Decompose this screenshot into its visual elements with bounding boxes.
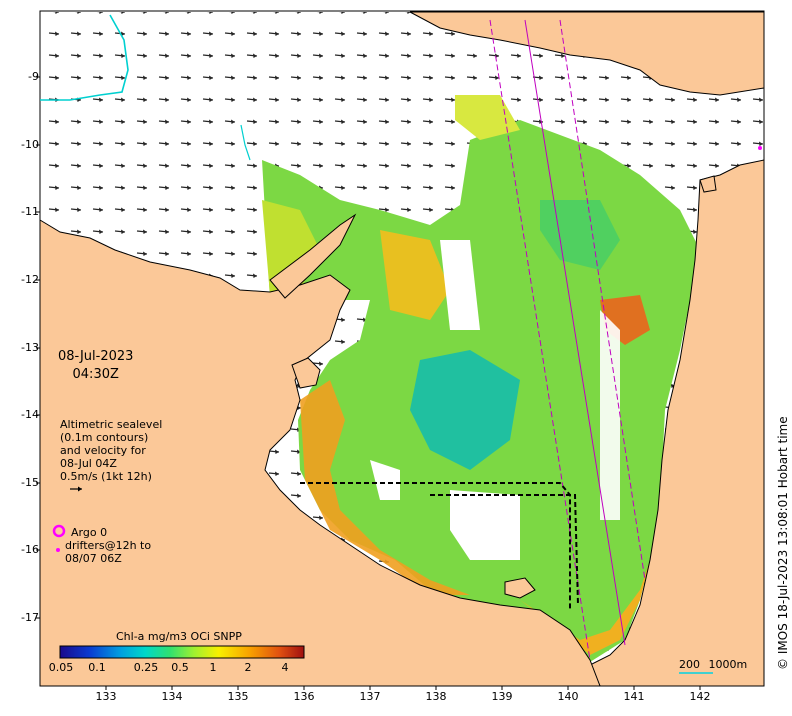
colorbar-tick: 4 [281,661,289,674]
colorbar-tick: 0.1 [88,661,106,674]
depth-scale: 200 1000m [679,658,747,671]
lon-label: 138 [425,690,447,703]
legend-line: (0.1m contours) [60,431,149,444]
colorbar-title: Chl-a mg/m3 OCi SNPP [116,630,242,643]
lon-label: 136 [293,690,315,703]
lat-label: -14 [21,408,39,421]
lon-label: 139 [491,690,513,703]
scale-label-b: 1000m [708,658,748,671]
lat-label: -9 [28,70,39,83]
lon-label: 141 [623,690,645,703]
sealevel-contour [40,14,129,101]
legend-line: Altimetric sealevel [60,418,163,431]
legend-line: 0.5m/s (1kt 12h) [60,470,152,483]
lat-label: -12 [21,273,39,286]
chlorophyll-layer [262,95,700,662]
colorbar [59,645,305,659]
drifter-marker [56,548,60,552]
lon-label: 142 [689,690,711,703]
axis-ticks [36,76,701,690]
drifter-marker-2 [758,146,762,150]
argo-legend: Argo 0 drifters@12h to 08/07 06Z [53,526,151,565]
map-date: 08-Jul-2023 04:30Z [58,348,133,384]
argo-line: drifters@12h to [65,539,152,552]
lon-label: 133 [95,690,117,703]
colorbar-tick: 0.25 [133,661,159,674]
colorbar-tick: 2 [244,661,252,674]
sealevel-contour-2 [240,124,251,161]
lon-label: 135 [227,690,249,703]
altimetry-legend: Altimetric sealevel (0.1m contours) and … [60,418,162,483]
lon-label: 134 [161,690,183,703]
lat-label: -16 [21,543,39,556]
argo-line: Argo 0 [71,526,108,539]
lat-label: -13 [21,341,39,354]
lon-label: 140 [557,690,579,703]
scale-label-a: 200 [679,658,700,671]
legend-line: and velocity for [60,444,146,457]
legend-line: 08-Jul 04Z [60,457,117,470]
ship-tracks [300,482,579,610]
lat-label: -11 [21,205,39,218]
lat-label: -17 [21,611,39,624]
land-layer [39,11,765,687]
argo-marker [52,524,66,538]
colorbar-tick: 1 [209,661,217,674]
colorbar-tick: 0.05 [48,661,74,674]
time-text: 04:30Z [72,367,119,382]
lat-label: -15 [21,476,39,489]
altimeter-tracks [489,19,646,661]
date-text: 08-Jul-2023 [58,349,134,364]
argo-line: 08/07 06Z [65,552,122,565]
colorbar-tick: 0.5 [171,661,189,674]
lon-label: 137 [359,690,381,703]
copyright: © IMOS 18-Jul-2023 13:08:01 Hobart time [776,416,790,670]
lat-label: -10 [21,138,39,151]
scale-bar [679,672,713,674]
